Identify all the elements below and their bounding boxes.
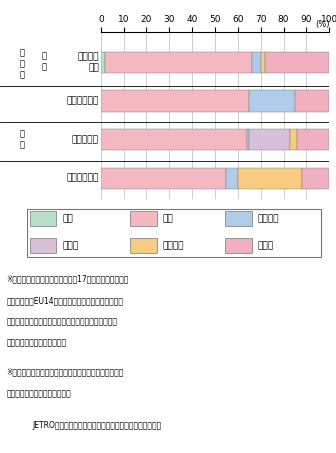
Text: ク以外の西欧EU14箇国、スイス、ノルウェー及びボ: ク以外の西欧EU14箇国、スイス、ノルウェー及びボ [7, 296, 124, 305]
Text: JETRO「欧州におけるコンテンツ市場の実態」により作成: JETRO「欧州におけるコンテンツ市場の実態」により作成 [33, 421, 162, 430]
Text: イギリス: イギリス [257, 214, 279, 223]
Bar [30, 211, 56, 226]
Bar [249, 129, 290, 150]
Bar [101, 129, 247, 150]
Bar [247, 129, 249, 150]
Text: ※　映画については、各国映画観客動員数全体に占める: ※ 映画については、各国映画観客動員数全体に占める [7, 367, 124, 376]
Text: 各国製番組の放送時間シェア: 各国製番組の放送時間シェア [7, 339, 67, 348]
Text: 日本: 日本 [62, 214, 73, 223]
Text: イギリス市場: イギリス市場 [67, 96, 99, 106]
Text: ドイツ市場: ドイツ市場 [72, 135, 99, 144]
Text: 各国製映画の観客動員数シェア: 各国製映画の観客動員数シェア [7, 389, 72, 398]
Text: 画: 画 [20, 140, 25, 149]
Text: 波: 波 [20, 70, 25, 79]
Text: 放: 放 [20, 48, 25, 58]
Bar [297, 129, 329, 150]
Text: 地: 地 [42, 51, 47, 60]
Bar [106, 52, 252, 73]
Bar [225, 238, 252, 253]
Bar [252, 52, 261, 73]
Text: 送: 送 [20, 59, 25, 68]
Text: 米国: 米国 [163, 214, 174, 223]
Bar [101, 91, 249, 111]
Bar [101, 52, 106, 73]
Bar [290, 129, 297, 150]
Text: フランス: フランス [163, 241, 184, 250]
Bar [238, 168, 302, 189]
Text: 映: 映 [20, 129, 25, 138]
Text: ドイツ: ドイツ [62, 241, 79, 250]
Text: 上: 上 [42, 62, 47, 71]
Text: フランス市場: フランス市場 [67, 173, 99, 183]
Bar [130, 238, 157, 253]
Bar [226, 168, 238, 189]
Text: (%): (%) [315, 20, 329, 29]
Bar [265, 52, 329, 73]
Text: その他: その他 [257, 241, 274, 250]
Bar [30, 238, 56, 253]
Bar [249, 91, 295, 111]
Text: ーランド）における外国製番組の総放送時間に占める: ーランド）における外国製番組の総放送時間に占める [7, 318, 118, 327]
Text: 欧州市場: 欧州市場 [77, 52, 99, 61]
Bar [225, 211, 252, 226]
Text: ※　地上波放送については、欧州17箇国（ルクセンブル: ※ 地上波放送については、欧州17箇国（ルクセンブル [7, 275, 129, 284]
Bar [295, 91, 329, 111]
Bar [302, 168, 329, 189]
Bar [101, 168, 226, 189]
Text: 全体: 全体 [88, 64, 99, 73]
Bar [261, 52, 265, 73]
Bar [130, 211, 157, 226]
